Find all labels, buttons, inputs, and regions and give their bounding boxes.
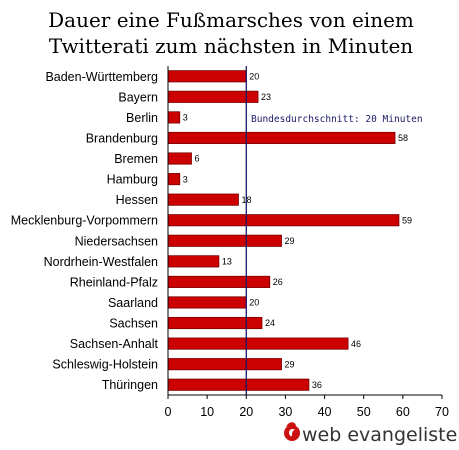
category-label: Bayern [118,90,158,104]
value-label: 29 [285,359,295,369]
bar [167,90,259,103]
web-evangelisten-logo[interactable]: web evangelisten [284,422,459,446]
value-label: 6 [194,154,199,164]
x-tick-label: 60 [396,405,410,419]
category-label: Schleswig-Holstein [52,358,158,372]
category-label: Brandenburg [86,131,158,145]
value-label: 29 [285,236,295,246]
category-label: Baden-Württemberg [45,70,158,84]
value-label: 23 [261,92,271,102]
logo-text: web evangelisten [302,424,459,446]
category-label: Berlin [126,111,158,125]
value-label: 24 [265,318,275,328]
bar [167,337,349,350]
value-label: 58 [398,133,408,143]
x-tick-label: 50 [357,405,371,419]
bar [167,234,282,247]
category-label: Saarland [108,296,158,310]
bar [167,193,239,206]
bar [167,173,181,186]
value-label: 20 [249,298,259,308]
flame-icon [284,422,300,441]
bar [167,70,247,83]
category-label: Hessen [116,193,158,207]
bar [167,255,220,268]
bar [167,275,271,288]
bar [167,358,282,371]
x-tick-label: 20 [239,405,253,419]
x-tick-label: 0 [165,405,172,419]
x-tick-label: 40 [318,405,332,419]
value-label: 36 [312,380,322,390]
category-label: Nordrhein-Westfalen [44,255,158,269]
value-label: 46 [351,339,361,349]
value-label: 3 [183,113,188,123]
category-label: Sachsen-Anhalt [70,337,159,351]
category-label: Thüringen [102,378,158,392]
value-label: 59 [402,215,412,225]
bar [167,111,181,124]
value-label: 20 [249,71,259,81]
category-label: Bremen [114,152,158,166]
reference-line-label: Bundesdurchschnitt: 20 Minuten [251,114,423,125]
value-label: 26 [273,277,283,287]
chart-title-line-2: Twitterati zum nächsten in Minuten [49,34,413,58]
chart-title-line-1: Dauer eine Fußmarsches von einem [48,8,414,32]
bar [167,316,263,330]
category-label: Hamburg [107,173,158,187]
value-label: 13 [222,257,232,267]
bars-layer: Baden-Württemberg 20 Bayern 23 Berlin 3 Brande… [11,70,412,392]
value-label: 3 [183,174,188,184]
x-tick-label: 10 [200,405,214,419]
x-tick-label: 30 [278,405,292,419]
category-label: Sachsen [109,317,158,331]
category-label: Rheinland-Pfalz [70,275,158,289]
category-label: Niedersachsen [75,234,158,248]
bar [167,131,396,145]
bar [167,296,247,309]
category-label: Mecklenburg-Vorpommern [11,214,158,228]
x-tick-label: 70 [435,405,449,419]
bar [167,214,400,227]
bar [167,378,310,391]
bar [167,152,192,165]
x-axis-ticks: 0 10 20 30 40 50 60 70 [165,395,449,419]
